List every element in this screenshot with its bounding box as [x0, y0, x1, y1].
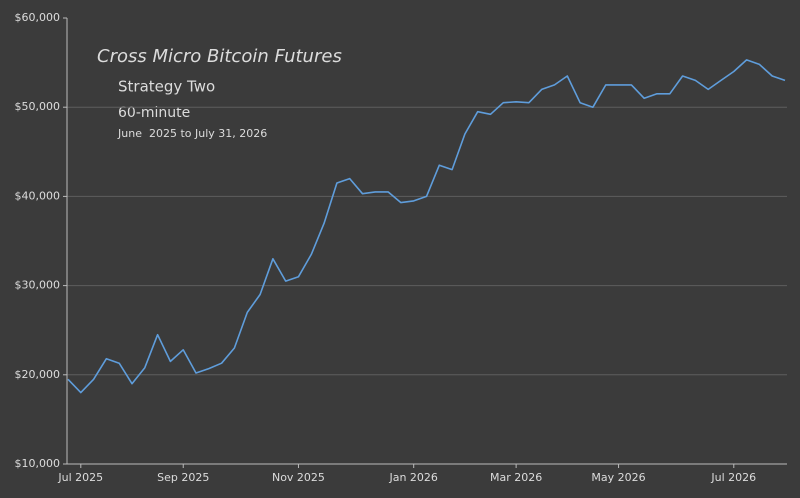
date-range: June 2025 to July 31, 2026: [117, 127, 267, 140]
y-tick-label: $20,000: [15, 368, 61, 381]
x-tick-label: Mar 2026: [490, 471, 542, 484]
y-tick-label: $50,000: [15, 100, 61, 113]
x-tick-label: Nov 2025: [272, 471, 325, 484]
x-tick-label: Sep 2025: [157, 471, 209, 484]
chart-title: Cross Micro Bitcoin Futures: [97, 46, 342, 67]
y-tick-label: $30,000: [15, 279, 61, 292]
x-tick-label: Jul 2025: [57, 471, 103, 484]
y-tick-label: $40,000: [15, 189, 61, 202]
y-tick-label: $10,000: [15, 457, 61, 470]
x-tick-label: May 2026: [591, 471, 645, 484]
x-tick-label: Jan 2026: [388, 471, 437, 484]
interval-label: 60-minute: [118, 105, 190, 121]
price-line: [67, 59, 786, 394]
y-tick-label: $60,000: [15, 11, 61, 24]
chart-subtitle: Strategy Two: [118, 78, 215, 96]
x-tick-label: Jul 2026: [710, 471, 756, 484]
